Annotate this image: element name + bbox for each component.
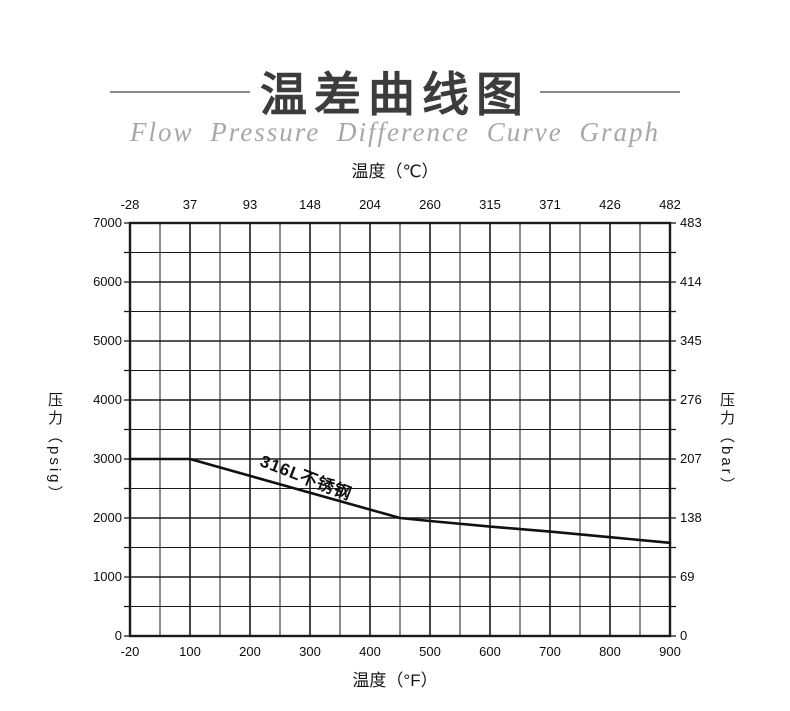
right-axis-tick-label: 0: [680, 628, 688, 643]
left-axis-tick-label: 5000: [93, 333, 122, 348]
right-axis-tick-label: 138: [680, 510, 702, 525]
bottom-axis-tick-label: 700: [539, 644, 561, 659]
left-axis-tick-label: 0: [114, 628, 122, 643]
right-axis-tick-label: 69: [680, 569, 695, 584]
title-divider-right: [540, 91, 680, 93]
bottom-axis-title: 温度（°F）: [352, 671, 438, 690]
right-axis-title: 压力（bar）: [718, 392, 735, 495]
top-axis-tick-label: 260: [419, 197, 441, 212]
left-axis-tick-label: 7000: [93, 215, 122, 230]
bottom-axis-tick-label: 900: [659, 644, 681, 659]
right-axis-tick-label: 483: [680, 215, 702, 230]
right-axis-tick-label: 414: [680, 274, 702, 289]
bottom-axis-tick-label: 200: [239, 644, 261, 659]
bottom-axis-tick-label: -20: [120, 644, 140, 659]
bottom-axis-tick-label: 400: [359, 644, 381, 659]
bottom-axis-tick-label: 300: [299, 644, 321, 659]
top-axis-tick-label: 426: [599, 197, 621, 212]
title-divider-left: [110, 91, 250, 93]
left-axis-tick-label: 6000: [93, 274, 122, 289]
left-axis-tick-label: 2000: [93, 510, 122, 525]
left-axis-tick-label: 3000: [93, 451, 122, 466]
top-axis-tick-label: 315: [479, 197, 501, 212]
page-title: 温差曲线图: [260, 68, 530, 121]
bottom-axis-tick-label: 600: [479, 644, 501, 659]
left-axis-tick-label: 4000: [93, 392, 122, 407]
left-axis-tick-label: 1000: [93, 569, 122, 584]
right-axis-tick-label: 207: [680, 451, 702, 466]
bottom-axis-tick-label: 500: [419, 644, 441, 659]
top-axis-tick-label: 93: [242, 197, 258, 212]
right-axis-tick-label: 345: [680, 333, 702, 348]
top-axis-tick-label: 37: [182, 197, 198, 212]
right-axis-tick-label: 276: [680, 392, 702, 407]
top-axis-title: 温度（℃）: [351, 162, 439, 181]
bottom-axis-tick-label: 800: [599, 644, 621, 659]
left-axis-title: 压力（psig）: [46, 392, 63, 504]
bottom-axis-tick-label: 100: [179, 644, 201, 659]
top-axis-tick-label: 482: [659, 197, 681, 212]
top-axis-tick-label: 148: [299, 197, 321, 212]
page-subtitle: Flow Pressure Difference Curve Graph: [130, 117, 660, 147]
top-axis-tick-label: 204: [359, 197, 381, 212]
top-axis-tick-label: 371: [539, 197, 561, 212]
top-axis-tick-label: -28: [120, 197, 140, 212]
